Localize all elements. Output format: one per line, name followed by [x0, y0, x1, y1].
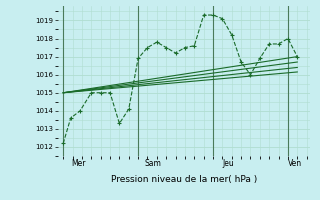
X-axis label: Pression niveau de la mer( hPa ): Pression niveau de la mer( hPa ): [111, 175, 257, 184]
Text: Sam: Sam: [145, 159, 162, 168]
Text: Mer: Mer: [71, 159, 85, 168]
Text: Jeu: Jeu: [222, 159, 234, 168]
Text: Ven: Ven: [288, 159, 302, 168]
